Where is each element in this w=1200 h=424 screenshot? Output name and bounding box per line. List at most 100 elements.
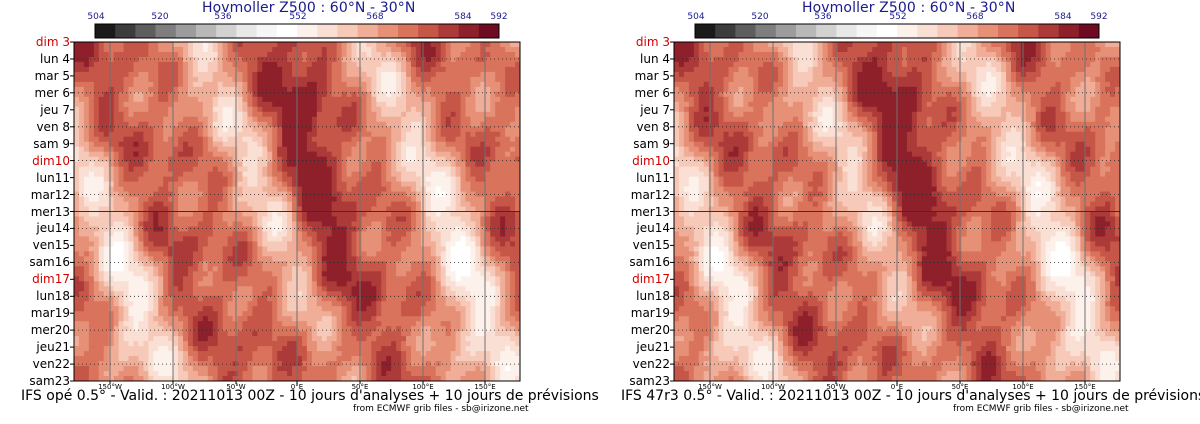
colorbar-frame	[94, 23, 500, 39]
colorbar-swatch	[297, 24, 318, 38]
y-tick-label: dim10	[632, 153, 670, 168]
colorbar-tick-label: 520	[151, 12, 169, 22]
y-tick-label: lun11	[36, 170, 70, 185]
credit-line: from ECMWF grib files - sb@irizone.net	[953, 404, 1129, 414]
y-tick-label: mar 5	[634, 68, 670, 83]
hovmoller-svg	[670, 23, 1121, 384]
y-tick-label: sam23	[29, 374, 70, 388]
colorbar-swatch	[775, 24, 797, 38]
heatmap-field	[674, 42, 1121, 382]
colorbar-tick-label: 568	[366, 12, 384, 22]
colorbar-swatch	[796, 24, 817, 38]
colorbar-tick-label: 536	[214, 12, 232, 22]
colorbar-swatch	[256, 24, 278, 38]
colorbar-swatch	[977, 24, 999, 38]
credit-line: from ECMWF grib files - sb@irizone.net	[353, 404, 529, 414]
colorbar-swatch	[876, 24, 898, 38]
y-tick-label: dim10	[32, 153, 70, 168]
y-tick-label: ven 8	[36, 119, 70, 134]
y-tick-label: lun18	[636, 289, 670, 304]
y-tick-label: dim17	[32, 272, 70, 287]
colorbar-swatch	[917, 24, 938, 38]
x-tick-label: 50°E	[951, 383, 969, 391]
y-tick-label: lun18	[36, 289, 70, 304]
colorbar-tick-label: 552	[889, 12, 907, 22]
x-tick-label: 50°E	[351, 383, 369, 391]
colorbar-swatch	[1078, 24, 1100, 38]
y-tick-label: mer 6	[634, 85, 670, 100]
colorbar-swatch	[856, 24, 878, 38]
colorbar-swatch	[135, 24, 156, 38]
footer-caption: IFS opé 0.5° - Valid. : 20211013 00Z - 1…	[21, 388, 599, 404]
y-tick-label: lun11	[636, 170, 670, 185]
x-tick-label: 150°W	[698, 383, 722, 391]
y-tick-label: sam16	[29, 255, 70, 270]
colorbar	[694, 23, 1100, 39]
y-tick-label: dim 3	[635, 35, 670, 49]
hovmoller-panel-ifs-47r3: Hovmoller Z500 : 60°N - 30°N 504 520 536 552…	[600, 0, 1200, 424]
colorbar-swatch	[418, 24, 439, 38]
colorbar-swatch	[216, 24, 237, 38]
colorbar-tick-label: 504	[87, 12, 105, 22]
colorbar-tick-label: 584	[1054, 12, 1072, 22]
colorbar-tick-label: 552	[289, 12, 307, 22]
y-axis-labels: dim 3 lun 4 mar 5 mer 6 jeu 7 ven 8 sam 9 dim10…	[600, 0, 670, 390]
y-tick-label: dim17	[632, 272, 670, 287]
y-tick-label: jeu 7	[40, 102, 70, 117]
y-tick-label: mar12	[630, 187, 670, 202]
colorbar-tick-label: 536	[814, 12, 832, 22]
y-tick-label: mer20	[630, 323, 670, 338]
colorbar-swatch	[998, 24, 1019, 38]
chart-title: Hovmoller Z500 : 60°N - 30°N	[202, 0, 416, 16]
y-tick-label: sam 9	[633, 136, 670, 151]
colorbar-frame	[694, 23, 1100, 39]
colorbar-swatch	[1038, 24, 1059, 38]
colorbar-tick-label: 592	[1090, 12, 1108, 22]
y-tick-label: mar19	[630, 306, 670, 321]
x-tick-label: 0°E	[290, 383, 304, 391]
x-tick-label: 100°W	[761, 383, 785, 391]
y-tick-label: lun 4	[640, 51, 670, 66]
x-tick-label: 50°W	[226, 383, 246, 391]
colorbar-swatch	[755, 24, 777, 38]
colorbar-swatch	[937, 24, 958, 38]
y-tick-label: jeu21	[36, 340, 70, 355]
colorbar-swatch	[816, 24, 837, 38]
colorbar-tick-label: 584	[454, 12, 472, 22]
x-tick-label: 0°E	[890, 383, 904, 391]
x-tick-label: 100°W	[161, 383, 185, 391]
colorbar-swatch	[155, 24, 177, 38]
colorbar	[94, 23, 500, 39]
colorbar-swatch	[735, 24, 756, 38]
x-tick-label: 150°E	[1074, 383, 1096, 391]
colorbar-swatch	[438, 24, 459, 38]
y-tick-label: mer13	[630, 204, 670, 219]
y-axis-labels: dim 3 lun 4 mar 5 mer 6 jeu 7 ven 8 sam 9 dim10…	[0, 0, 70, 390]
x-tick-label: 150°W	[98, 383, 122, 391]
x-tick-label: 100°E	[412, 383, 434, 391]
colorbar-swatch	[398, 24, 419, 38]
colorbar-swatch	[836, 24, 857, 38]
colorbar-swatch	[175, 24, 197, 38]
x-tick-label: 100°E	[1012, 383, 1034, 391]
colorbar-swatch	[357, 24, 379, 38]
colorbar-swatch	[478, 24, 500, 38]
colorbar-swatch	[337, 24, 358, 38]
chart-title: Hovmoller Z500 : 60°N - 30°N	[802, 0, 1016, 16]
heatmap-field	[74, 42, 521, 382]
hovmoller-panel-ifs-ope: Hovmoller Z500 : 60°N - 30°N 504 520 536 552…	[0, 0, 599, 414]
y-tick-label: mar12	[30, 187, 70, 202]
y-tick-label: mer13	[30, 204, 70, 219]
y-tick-label: sam23	[629, 374, 670, 388]
colorbar-swatch	[196, 24, 217, 38]
y-tick-label: mar19	[30, 306, 70, 321]
x-tick-label: 150°E	[474, 383, 496, 391]
y-tick-label: ven22	[632, 357, 670, 372]
colorbar-swatch	[957, 24, 979, 38]
y-tick-label: ven15	[32, 238, 70, 253]
y-tick-label: jeu21	[636, 340, 670, 355]
y-tick-label: lun 4	[40, 51, 70, 66]
colorbar-tick-label: 520	[751, 12, 769, 22]
colorbar-swatch	[897, 24, 918, 38]
x-tick-label: 50°W	[826, 383, 846, 391]
